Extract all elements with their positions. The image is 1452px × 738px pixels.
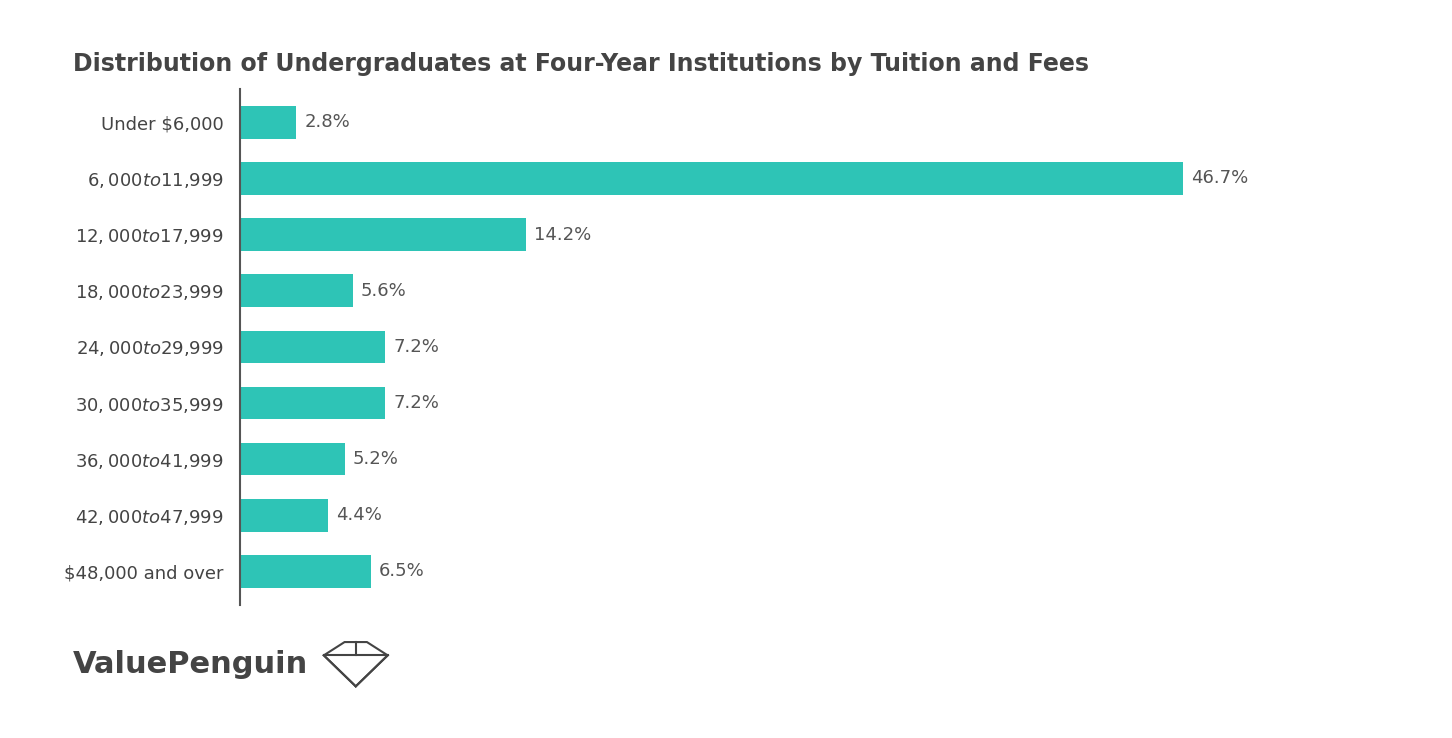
Bar [240, 162, 1183, 195]
Text: 7.2%: 7.2% [393, 394, 439, 412]
Text: 46.7%: 46.7% [1191, 170, 1249, 187]
Text: 5.2%: 5.2% [353, 450, 398, 468]
Text: 2.8%: 2.8% [305, 113, 350, 131]
Bar [240, 555, 370, 587]
Text: 6.5%: 6.5% [379, 562, 424, 581]
Text: 4.4%: 4.4% [337, 506, 382, 524]
Text: 14.2%: 14.2% [534, 226, 592, 244]
Bar [240, 275, 353, 307]
Text: Distribution of Undergraduates at Four-Year Institutions by Tuition and Fees: Distribution of Undergraduates at Four-Y… [73, 52, 1089, 76]
Text: 7.2%: 7.2% [393, 338, 439, 356]
Text: 5.6%: 5.6% [360, 282, 407, 300]
Bar [240, 106, 296, 139]
Bar [240, 331, 385, 363]
Text: ValuePenguin: ValuePenguin [73, 649, 308, 679]
Bar [240, 443, 344, 475]
Bar [240, 499, 328, 531]
Bar [240, 218, 527, 251]
Bar [240, 387, 385, 419]
